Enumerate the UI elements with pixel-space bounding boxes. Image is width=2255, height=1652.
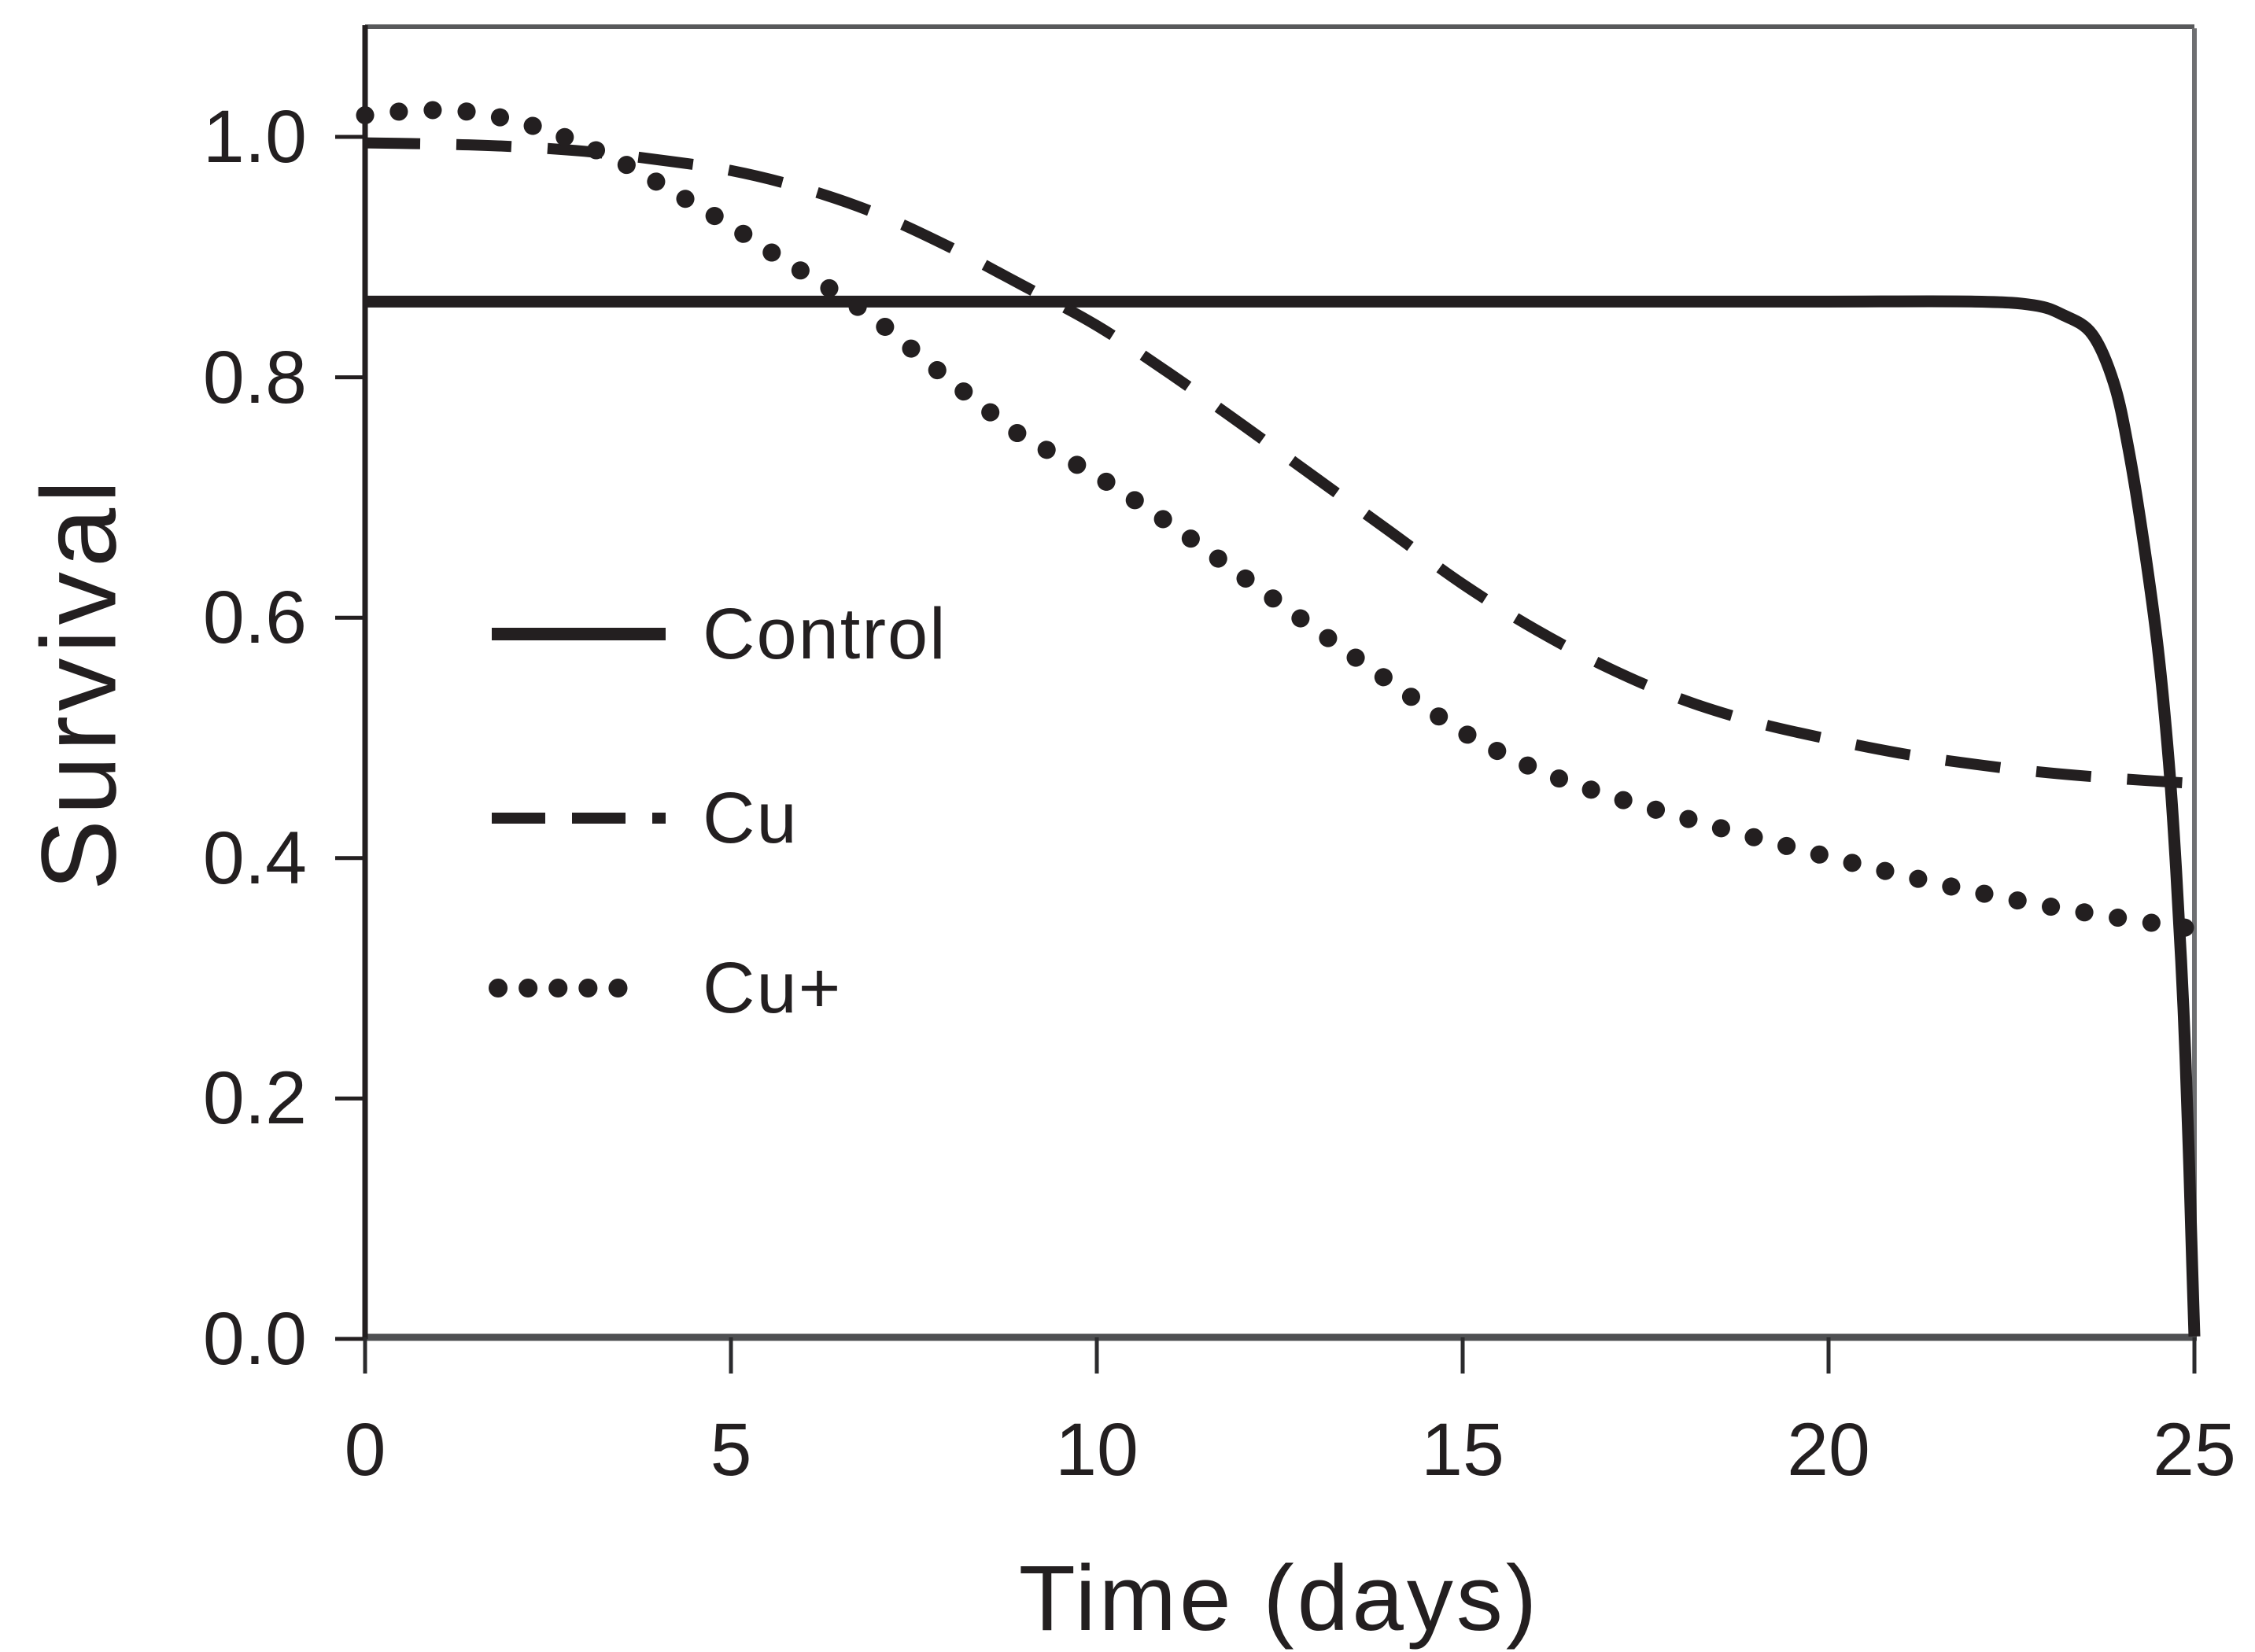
x-tick-label: 5 bbox=[710, 1408, 752, 1492]
y-tick-label: 0.2 bbox=[202, 1056, 307, 1141]
x-axis-title: Time (days) bbox=[1018, 1547, 1541, 1650]
y-tick-label: 1.0 bbox=[202, 95, 307, 179]
legend-label-control: Control bbox=[703, 594, 947, 674]
x-tick-label: 10 bbox=[1055, 1408, 1139, 1492]
legend-label-cu: Cu bbox=[703, 778, 799, 858]
series-curve-cu bbox=[364, 137, 2195, 790]
y-tick-label: 0.0 bbox=[202, 1297, 307, 1381]
legend-label-cu-plus: Cu+ bbox=[703, 948, 843, 1028]
legend-sample-dotted-line bbox=[489, 979, 657, 997]
y-tick-label: 0.8 bbox=[202, 335, 307, 419]
x-tick-label: 15 bbox=[1421, 1408, 1504, 1492]
y-tick-label: 0.6 bbox=[202, 576, 307, 660]
y-tick-label: 0.4 bbox=[202, 816, 307, 900]
x-tick-label: 25 bbox=[2153, 1408, 2236, 1492]
series-curve-control bbox=[365, 295, 2201, 1337]
legend-sample-dashed-line bbox=[492, 813, 666, 824]
legend-sample-solid-line bbox=[492, 628, 666, 640]
x-tick-label: 20 bbox=[1787, 1408, 1870, 1492]
x-tick-label: 0 bbox=[344, 1408, 386, 1492]
series-curve-cu-plus bbox=[356, 101, 2204, 938]
